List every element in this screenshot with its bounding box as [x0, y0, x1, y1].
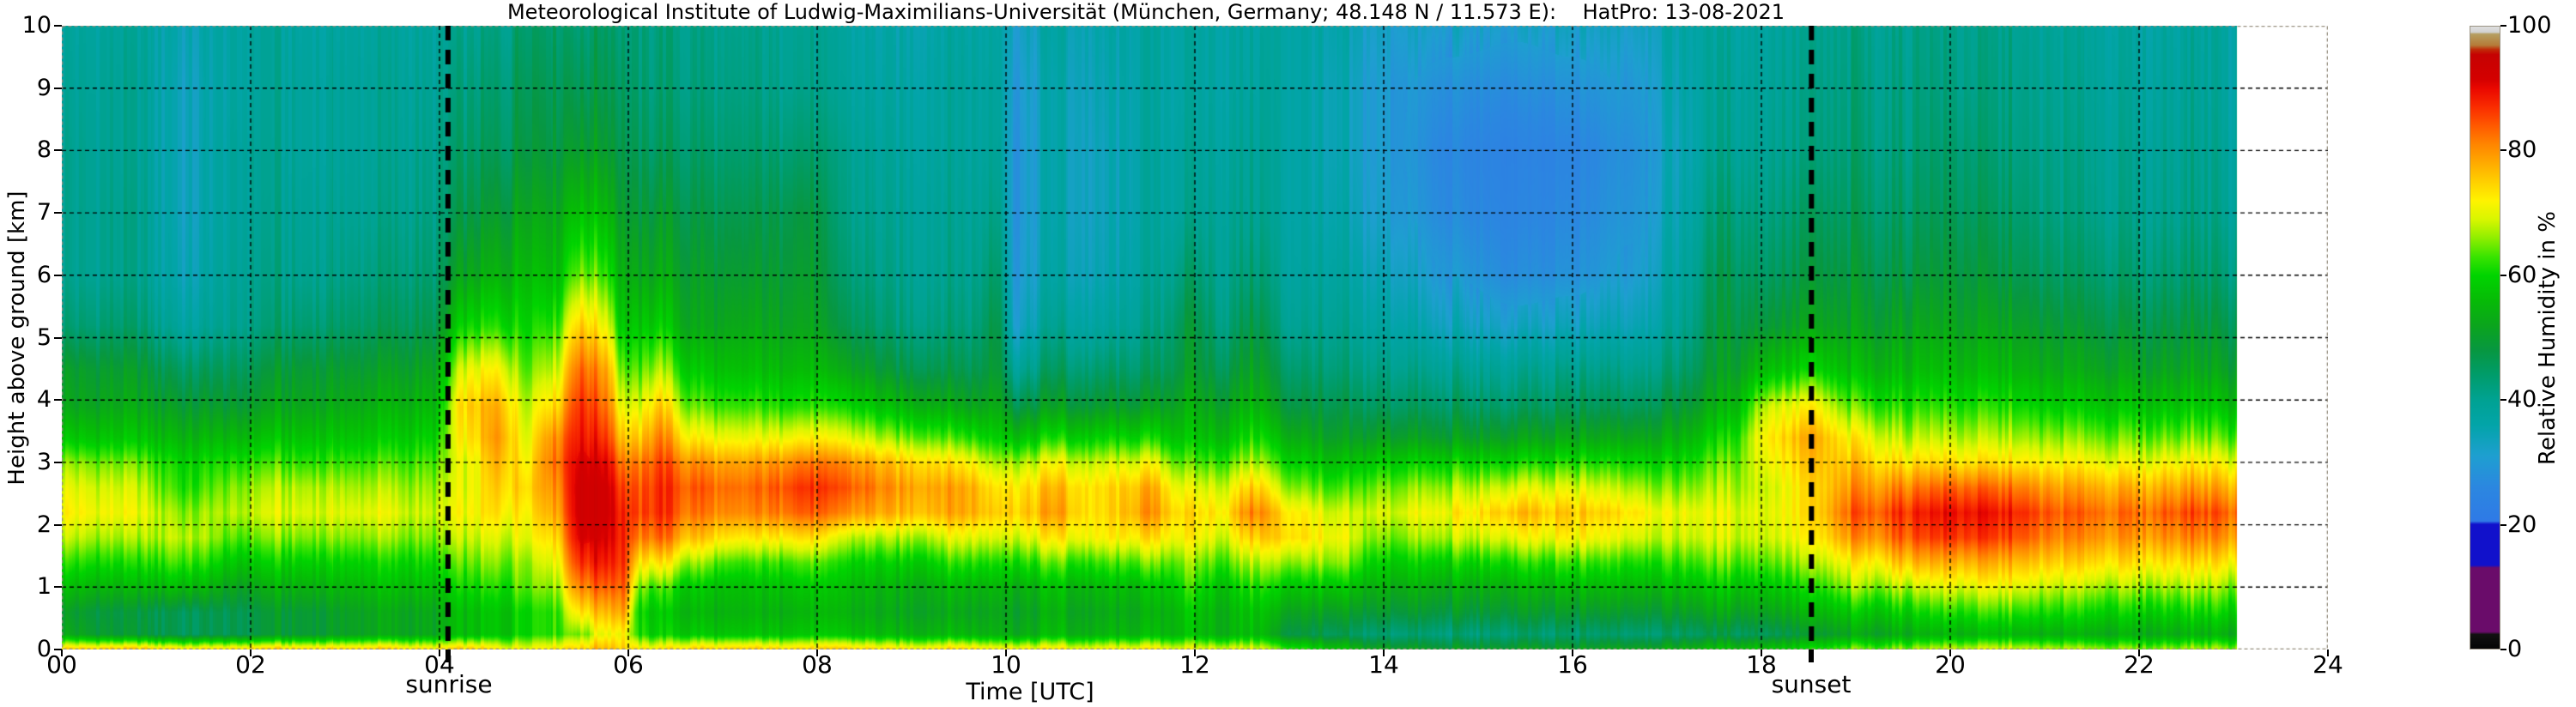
y-tick-label: 10 [21, 12, 52, 39]
sun-line-stub [1809, 650, 1815, 662]
y-tick-label: 4 [36, 386, 52, 414]
x-tick-mark [1949, 650, 1951, 656]
x-tick-mark [439, 650, 440, 656]
y-tick-mark [54, 149, 62, 152]
y-tick-label: 9 [36, 74, 52, 101]
colorbar-tick-label: 60 [2507, 261, 2537, 288]
colorbar-tick-label: 80 [2507, 136, 2537, 164]
y-tick-mark [54, 274, 62, 276]
x-tick-mark [1572, 650, 1573, 656]
y-tick-mark [54, 25, 62, 27]
x-tick-mark [1005, 650, 1007, 656]
sunrise-annotation-label: sunrise [405, 670, 493, 698]
y-tick-mark [54, 212, 62, 215]
humidity-heatmap-canvas [62, 26, 2328, 650]
x-tick-mark [1194, 650, 1196, 656]
y-tick-mark [54, 649, 62, 650]
y-tick-label: 2 [36, 511, 52, 538]
sunset-annotation-label: sunset [1771, 670, 1852, 698]
colorbar-tick-label: 100 [2507, 12, 2552, 39]
y-tick-label: 0 [36, 636, 52, 662]
colorbar-tick-mark [2500, 399, 2506, 402]
x-tick-mark [627, 650, 629, 656]
y-tick-label: 7 [36, 199, 52, 227]
colorbar-tick-label: 0 [2507, 636, 2523, 662]
y-tick-label: 1 [36, 573, 52, 601]
y-tick-mark [54, 399, 62, 402]
sun-line-stub [445, 650, 451, 662]
x-tick-mark [816, 650, 818, 656]
colorbar [2470, 26, 2500, 650]
y-tick-label: 8 [36, 136, 52, 164]
x-tick-mark [2138, 650, 2140, 656]
y-tick-mark [54, 336, 62, 339]
x-axis-label: Time [UTC] [966, 679, 1094, 705]
y-tick-label: 5 [36, 323, 52, 351]
x-tick-mark [250, 650, 252, 656]
x-tick-mark [2327, 650, 2329, 656]
colorbar-tick-label: 40 [2507, 386, 2537, 414]
y-tick-mark [54, 461, 62, 463]
y-tick-mark [54, 87, 62, 89]
x-tick-mark [61, 650, 63, 656]
colorbar-tick-mark [2500, 25, 2506, 27]
colorbar-label: Relative Humidity in % [2535, 211, 2561, 465]
y-tick-label: 6 [36, 261, 52, 288]
colorbar-tick-mark [2500, 274, 2506, 276]
y-tick-label: 3 [36, 448, 52, 475]
colorbar-tick-mark [2500, 523, 2506, 526]
colorbar-tick-mark [2500, 149, 2506, 152]
colorbar-tick-label: 20 [2507, 511, 2537, 538]
colorbar-tick-mark [2500, 649, 2506, 650]
chart-title: Meteorological Institute of Ludwig-Maxim… [506, 0, 1785, 24]
y-tick-mark [54, 586, 62, 589]
x-tick-mark [1761, 650, 1762, 656]
y-tick-mark [54, 523, 62, 526]
x-tick-mark [1383, 650, 1385, 656]
